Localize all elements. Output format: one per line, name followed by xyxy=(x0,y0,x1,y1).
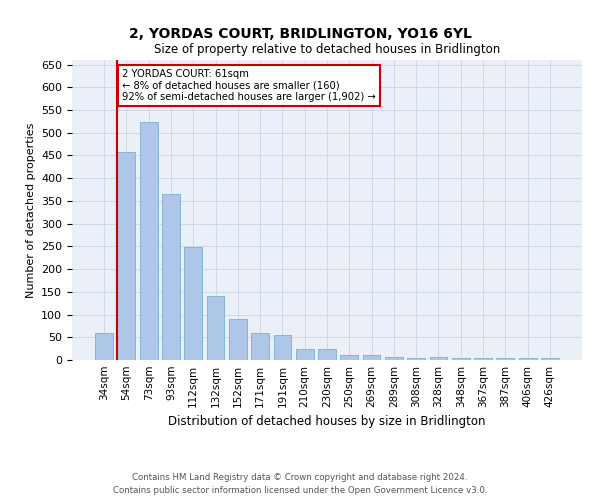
Bar xyxy=(430,358,448,360)
Bar xyxy=(452,358,470,360)
Bar xyxy=(474,358,492,360)
Bar xyxy=(118,152,136,360)
X-axis label: Distribution of detached houses by size in Bridlington: Distribution of detached houses by size … xyxy=(168,416,486,428)
Bar xyxy=(385,357,403,360)
Bar xyxy=(140,122,158,360)
Bar xyxy=(496,358,514,360)
Title: Size of property relative to detached houses in Bridlington: Size of property relative to detached ho… xyxy=(154,43,500,56)
Bar xyxy=(184,248,202,360)
Bar xyxy=(206,296,224,360)
Bar xyxy=(296,348,314,360)
Bar xyxy=(274,335,292,360)
Y-axis label: Number of detached properties: Number of detached properties xyxy=(26,122,35,298)
Bar xyxy=(251,333,269,360)
Bar xyxy=(362,355,380,360)
Text: 2, YORDAS COURT, BRIDLINGTON, YO16 6YL: 2, YORDAS COURT, BRIDLINGTON, YO16 6YL xyxy=(128,28,472,42)
Bar xyxy=(318,349,336,360)
Text: Contains HM Land Registry data © Crown copyright and database right 2024.
Contai: Contains HM Land Registry data © Crown c… xyxy=(113,474,487,495)
Bar xyxy=(95,332,113,360)
Bar xyxy=(518,358,536,360)
Text: 2 YORDAS COURT: 61sqm
← 8% of detached houses are smaller (160)
92% of semi-deta: 2 YORDAS COURT: 61sqm ← 8% of detached h… xyxy=(122,69,376,102)
Bar xyxy=(340,356,358,360)
Bar xyxy=(229,318,247,360)
Bar xyxy=(541,358,559,360)
Bar xyxy=(162,194,180,360)
Bar xyxy=(407,358,425,360)
